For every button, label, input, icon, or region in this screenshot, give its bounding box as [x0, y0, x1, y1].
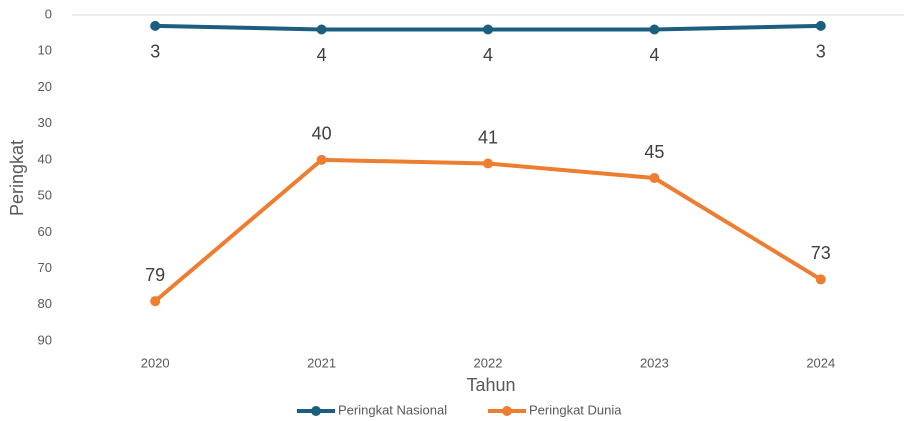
y-tick-label: 20: [38, 79, 52, 94]
x-tick-label: 2020: [141, 355, 170, 370]
y-axis-title: Peringkat: [7, 140, 27, 216]
y-tick-label: 40: [38, 151, 52, 166]
legend-label: Peringkat Nasional: [338, 402, 447, 417]
x-tick-label: 2022: [474, 355, 503, 370]
legend-marker: [502, 406, 512, 416]
x-tick-label: 2023: [640, 355, 669, 370]
point: [649, 24, 660, 35]
y-tick-label: 70: [38, 260, 52, 275]
point: [815, 20, 826, 31]
data-label: 4: [649, 45, 659, 65]
point: [649, 173, 660, 183]
data-label: 41: [478, 127, 498, 147]
legend-marker: [311, 406, 321, 416]
y-tick-label: 0: [45, 6, 52, 21]
point: [150, 296, 161, 307]
y-tick-label: 30: [38, 115, 52, 130]
x-tick-label: 2024: [806, 355, 835, 370]
y-tick-label: 50: [38, 188, 52, 203]
x-tick-label: 2021: [307, 355, 336, 370]
data-label: 40: [312, 124, 332, 144]
point: [316, 154, 327, 165]
data-label: 79: [145, 265, 165, 285]
legend-label: Peringkat Dunia: [529, 402, 622, 417]
data-label: 4: [483, 45, 493, 65]
data-label: 3: [816, 42, 826, 62]
y-tick-label: 60: [38, 224, 52, 239]
y-tick-label: 10: [38, 43, 52, 58]
data-label: 4: [317, 45, 327, 65]
point: [483, 24, 493, 35]
point: [150, 20, 161, 31]
y-tick-label: 80: [38, 296, 52, 311]
point: [316, 24, 327, 35]
data-label: 73: [811, 243, 831, 263]
y-tick-label: 90: [38, 332, 52, 347]
point: [815, 274, 826, 285]
point: [483, 158, 493, 169]
x-axis-title: Tahun: [466, 375, 515, 395]
data-label: 45: [644, 142, 664, 162]
data-label: 3: [150, 42, 160, 62]
line: [153, 157, 822, 303]
